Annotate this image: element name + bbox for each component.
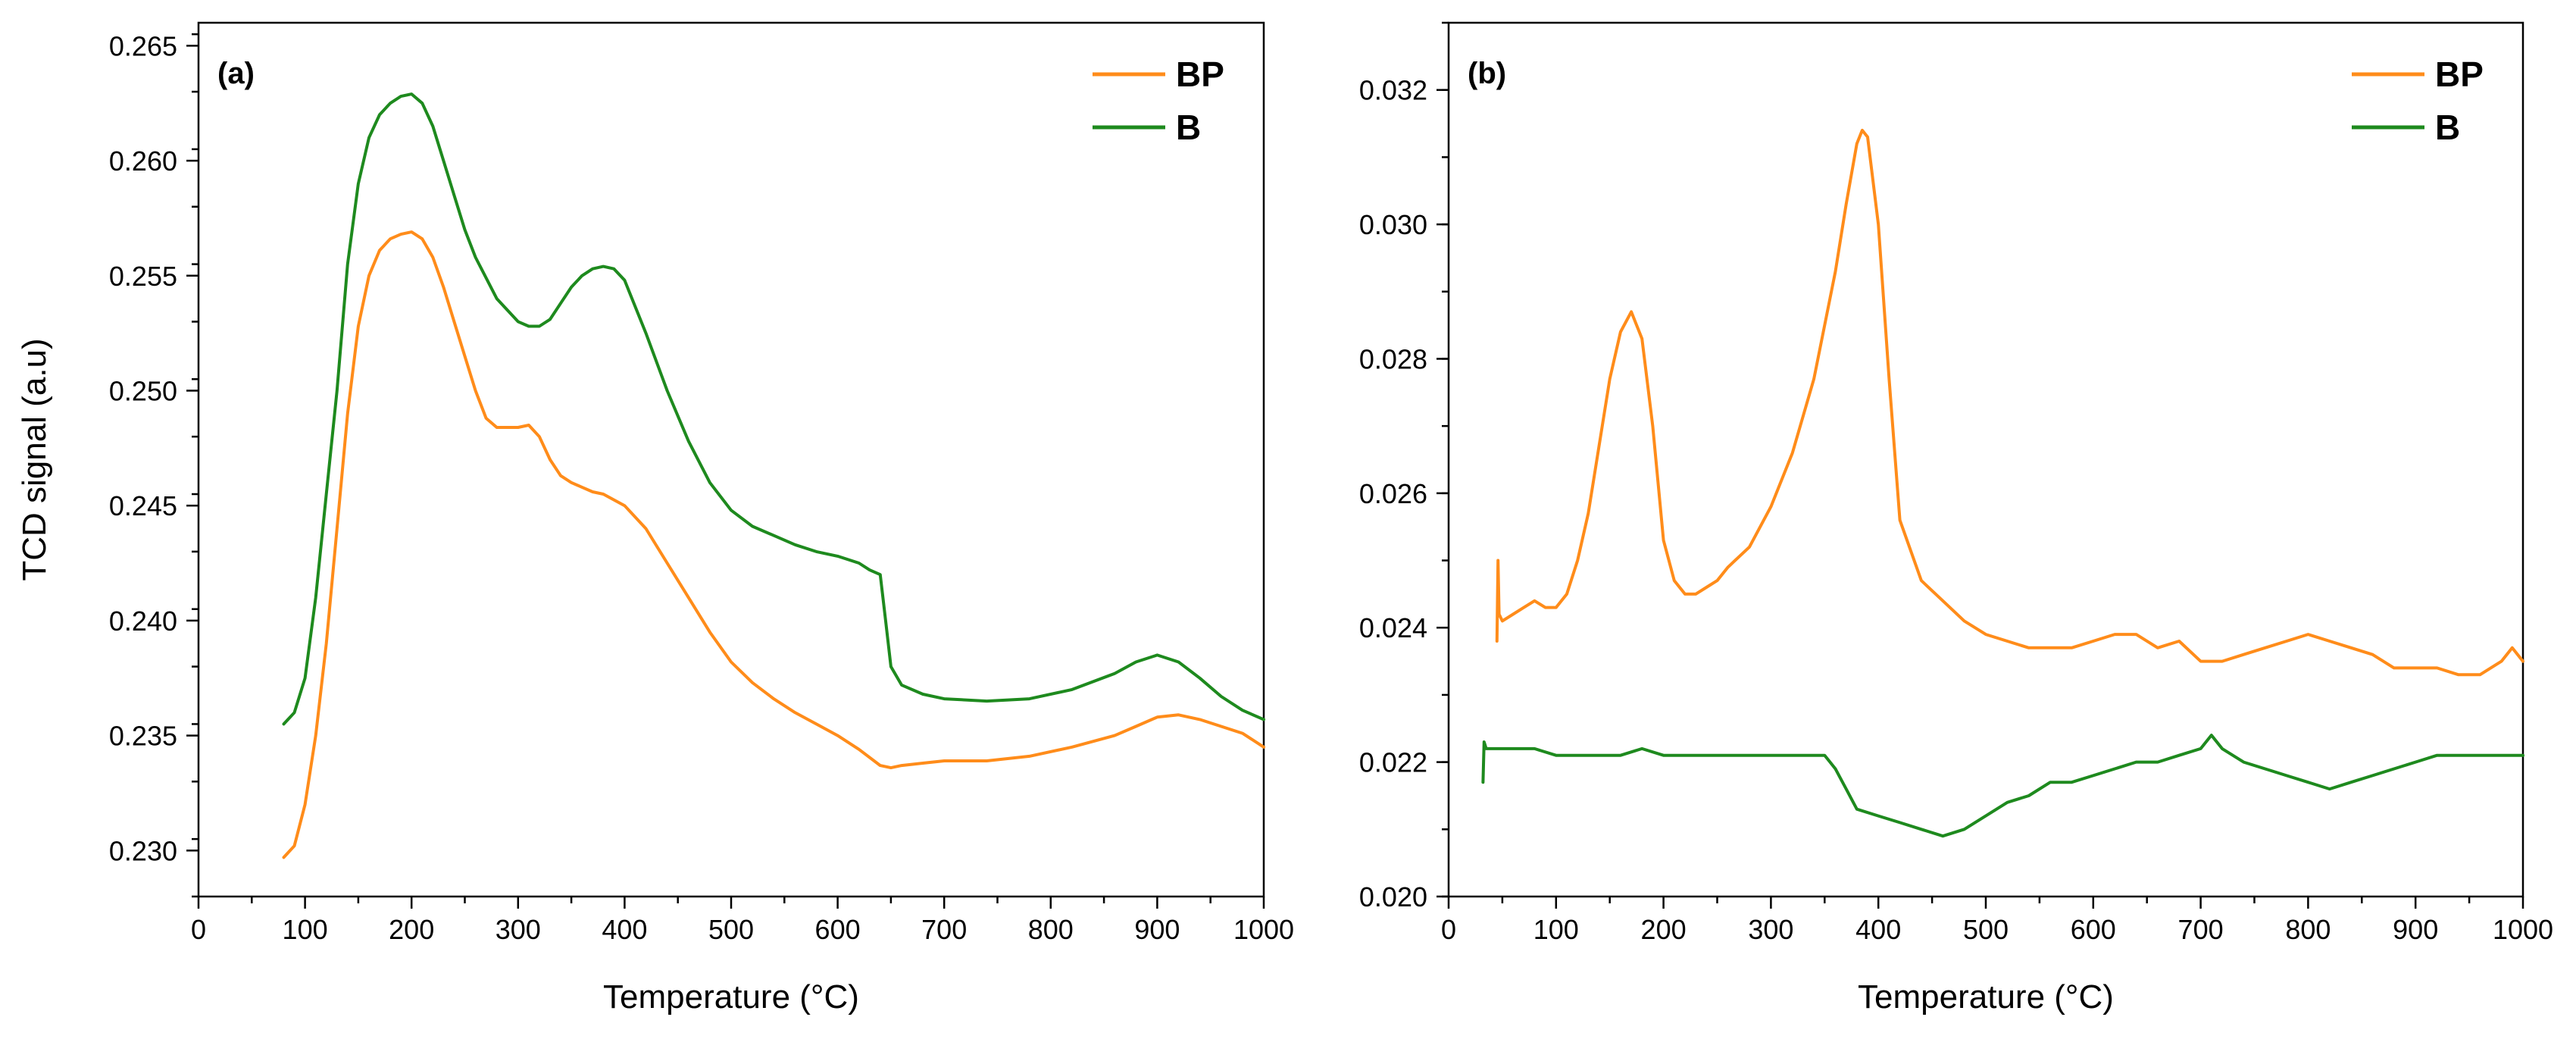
x-tick-label-b: 0: [1441, 914, 1456, 945]
x-tick-label-a: 700: [921, 914, 967, 945]
x-tick-label-b: 700: [2178, 914, 2224, 945]
y-axis-label-a: TCD signal (a.u): [16, 338, 53, 581]
y-tick-label-a: 0.250: [109, 375, 177, 406]
y-tick-label-b: 0.032: [1359, 75, 1427, 106]
x-tick-label-b: 1000: [2493, 914, 2553, 945]
series-line-b-a: [282, 92, 1265, 726]
y-tick-label-b: 0.028: [1359, 343, 1427, 374]
y-tick-label-b: 0.020: [1359, 881, 1427, 912]
y-tick-label-a: 0.235: [109, 721, 177, 752]
x-tick-label-b: 100: [1533, 914, 1579, 945]
legend-label-bp-b: BP: [2435, 55, 2484, 94]
x-tick-label-a: 1000: [1233, 914, 1294, 945]
y-tick-label-a: 0.260: [109, 146, 177, 177]
y-tick-label-a: 0.265: [109, 30, 177, 61]
x-tick-label-a: 800: [1028, 914, 1074, 945]
y-tick-label-b: 0.026: [1359, 478, 1427, 509]
chart-panel-a: 0 100 200 300 400 500 600 700 800 900 1000 0.230 0.2…: [16, 21, 1294, 1016]
x-tick-label-b: 300: [1748, 914, 1793, 945]
x-tick-label-b: 600: [2071, 914, 2116, 945]
x-tick-label-a: 0: [191, 914, 206, 945]
y-tick-label-b: 0.022: [1359, 747, 1427, 778]
series-line-b-b: [1481, 734, 2524, 838]
panel-label-a: (a): [217, 57, 255, 90]
series-line-bp-b: [1495, 128, 2524, 677]
x-tick-label-b: 200: [1641, 914, 1687, 945]
y-tick-label-a: 0.255: [109, 261, 177, 292]
y-tick-label-b: 0.024: [1359, 612, 1427, 643]
x-tick-label-a: 200: [389, 914, 434, 945]
legend-label-bp-a: BP: [1176, 55, 1224, 94]
x-tick-label-b: 500: [1963, 914, 2009, 945]
x-tick-label-b: 900: [2393, 914, 2438, 945]
chart-panel-b: 0 100 200 300 400 500 600 700 800 900 1000 0.020 0.0…: [1359, 21, 2553, 1016]
x-tick-label-a: 100: [283, 914, 328, 945]
x-tick-label-a: 900: [1134, 914, 1180, 945]
plot-frame-a: [197, 21, 1265, 898]
x-tick-label-a: 500: [708, 914, 754, 945]
x-tick-label-a: 400: [602, 914, 647, 945]
legend-label-b-a: B: [1176, 108, 1201, 147]
y-tick-label-a: 0.230: [109, 835, 177, 866]
x-axis-label-b: Temperature (°C): [1858, 978, 2114, 1016]
y-tick-label-b: 0.030: [1359, 209, 1427, 240]
y-tick-label-a: 0.240: [109, 606, 177, 637]
x-tick-label-a: 300: [496, 914, 541, 945]
series-line-bp-a: [282, 230, 1265, 859]
panel-label-b: (b): [1468, 57, 1506, 90]
legend-label-b-b: B: [2435, 108, 2460, 147]
x-axis-label-a: Temperature (°C): [603, 978, 859, 1016]
x-tick-label-b: 800: [2285, 914, 2331, 945]
plot-frame-b: [1447, 21, 2524, 898]
y-tick-label-a: 0.245: [109, 490, 177, 521]
x-tick-label-b: 400: [1855, 914, 1901, 945]
x-tick-label-a: 600: [815, 914, 861, 945]
